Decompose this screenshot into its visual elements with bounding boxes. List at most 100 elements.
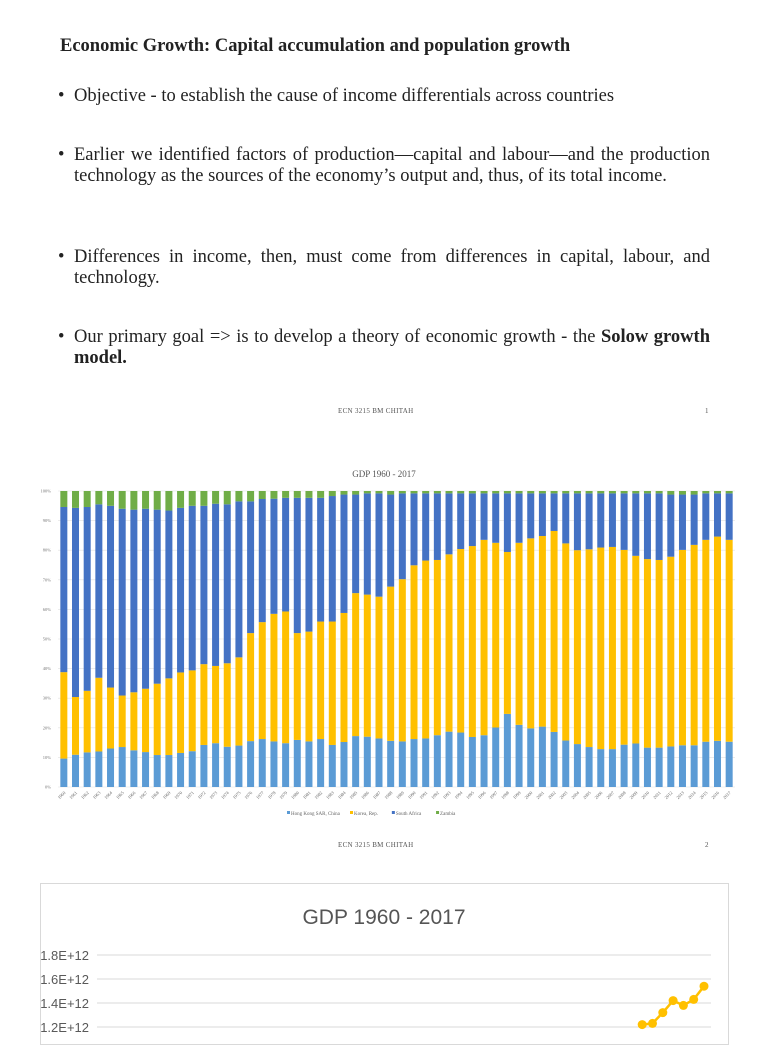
bar-segment-hong-kong-sar-china <box>107 748 115 787</box>
bar-segment-korea-rep- <box>550 530 558 732</box>
x-tick-label: 1995 <box>465 790 475 800</box>
bar-segment-south-africa <box>678 494 686 550</box>
x-tick-label: 1991 <box>418 790 428 800</box>
x-tick-label: 2010 <box>640 790 650 800</box>
bar-segment-korea-rep- <box>492 542 500 728</box>
bar-segment-south-africa <box>223 504 231 664</box>
slide-title: Economic Growth: Capital accumulation an… <box>60 36 571 56</box>
bar-segment-hong-kong-sar-china <box>725 741 733 787</box>
x-tick-label: 1968 <box>150 790 160 800</box>
y-tick-label: 100% <box>41 489 52 494</box>
bar-segment-zambia <box>153 491 161 510</box>
bar-segment-zambia <box>468 491 476 494</box>
bar-segment-zambia <box>235 491 243 502</box>
bar-segment-zambia <box>375 491 383 494</box>
bar-segment-korea-rep- <box>702 539 710 742</box>
bar-segment-zambia <box>667 491 675 495</box>
data-point <box>678 1000 688 1010</box>
data-point <box>668 996 678 1006</box>
bar-segment-south-africa <box>468 493 476 547</box>
x-tick-label: 2014 <box>687 790 697 800</box>
bar-segment-korea-rep- <box>188 670 196 752</box>
bar-segment-south-africa <box>527 493 535 539</box>
bar-segment-south-africa <box>515 493 523 543</box>
bar-segment-zambia <box>200 491 208 506</box>
y-tick-label: 30% <box>43 696 52 701</box>
x-tick-label: 1983 <box>325 790 335 800</box>
bar-segment-south-africa <box>352 494 360 594</box>
bar-segment-hong-kong-sar-china <box>352 736 360 787</box>
y-tick-label: 0% <box>45 785 51 790</box>
bar-segment-korea-rep- <box>363 594 371 737</box>
bar-segment-korea-rep- <box>503 551 511 714</box>
bullet-objective: • Objective - to establish the cause of … <box>58 86 615 106</box>
bar-segment-zambia <box>60 491 68 507</box>
bar-segment-korea-rep- <box>422 560 430 739</box>
bar-segment-south-africa <box>60 506 68 673</box>
x-tick-label: 1971 <box>185 790 195 800</box>
x-tick-label: 1962 <box>80 790 90 800</box>
bar-segment-korea-rep- <box>585 549 593 748</box>
bar-segment-south-africa <box>130 509 138 693</box>
bar-segment-korea-rep- <box>340 612 348 743</box>
bar-segment-korea-rep- <box>328 621 336 745</box>
bar-segment-hong-kong-sar-china <box>305 741 313 787</box>
data-point <box>689 994 699 1004</box>
bar-segment-south-africa <box>328 496 336 622</box>
bar-segment-zambia <box>725 491 733 494</box>
bar-segment-zambia <box>503 491 511 494</box>
bar-segment-south-africa <box>363 493 371 595</box>
bar-segment-south-africa <box>538 493 546 536</box>
bar-segment-zambia <box>702 491 710 494</box>
bar-segment-hong-kong-sar-china <box>492 727 500 787</box>
bar-segment-zambia <box>538 491 546 494</box>
bar-segment-zambia <box>142 491 150 509</box>
legend-swatch <box>287 811 290 814</box>
x-tick-label: 2004 <box>570 790 580 800</box>
bullet-factors: • Earlier we identified factors of produ… <box>58 145 710 186</box>
bar-segment-south-africa <box>573 493 581 551</box>
bar-segment-zambia <box>118 491 126 509</box>
bar-segment-korea-rep- <box>480 539 488 736</box>
y-tick-label: 1.8E+12 <box>41 948 89 963</box>
bar-segment-hong-kong-sar-china <box>375 738 383 787</box>
legend-swatch <box>350 811 353 814</box>
y-tick-label: 1.6E+12 <box>41 972 89 987</box>
bar-segment-hong-kong-sar-china <box>60 758 68 787</box>
bar-segment-zambia <box>72 491 80 508</box>
bar-segment-korea-rep- <box>667 556 675 747</box>
bar-segment-zambia <box>678 491 686 495</box>
bar-segment-zambia <box>363 491 371 494</box>
x-tick-label: 1990 <box>407 790 417 800</box>
bar-segment-hong-kong-sar-china <box>235 745 243 787</box>
x-tick-label: 2000 <box>524 790 534 800</box>
bar-segment-korea-rep- <box>457 549 465 733</box>
bar-segment-hong-kong-sar-china <box>130 750 138 787</box>
x-tick-label: 1988 <box>383 790 393 800</box>
line-chart: GDP 1960 - 2017 1.8E+12 1.6E+12 1.4E+12 1.2E… <box>41 906 711 1035</box>
bar-segment-korea-rep- <box>725 539 733 742</box>
x-tick-label: 1966 <box>127 790 137 800</box>
x-tick-label: 1978 <box>267 790 277 800</box>
bar-segment-zambia <box>293 491 301 498</box>
bar-segment-south-africa <box>655 493 663 560</box>
bar-segment-korea-rep- <box>282 611 290 744</box>
bar-segment-hong-kong-sar-china <box>457 732 465 787</box>
bar-segment-hong-kong-sar-china <box>433 735 441 787</box>
x-tick-label: 2007 <box>605 790 615 800</box>
bar-segment-south-africa <box>142 508 150 689</box>
x-tick-label: 1969 <box>162 790 172 800</box>
bar-segment-zambia <box>690 491 698 495</box>
x-tick-label: 1973 <box>208 790 218 800</box>
bar-segment-zambia <box>457 491 465 494</box>
bar-segment-zambia <box>95 491 103 505</box>
x-tick-label: 2009 <box>629 790 639 800</box>
legend-label: Hong Kong SAR, China <box>291 812 341 817</box>
bar-segment-korea-rep- <box>200 664 208 745</box>
bar-segment-hong-kong-sar-china <box>270 741 278 787</box>
x-tick-label: 1993 <box>442 790 452 800</box>
bullet-icon: • <box>58 145 65 165</box>
bar-segment-korea-rep- <box>375 596 383 739</box>
x-tick-label: 1992 <box>430 790 440 800</box>
line-chart-panel: GDP 1960 - 2017 1.8E+12 1.6E+12 1.4E+12 1.2E… <box>40 883 729 1045</box>
